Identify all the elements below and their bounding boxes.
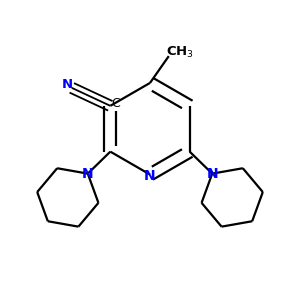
Text: C: C — [111, 97, 120, 110]
Text: N: N — [61, 78, 72, 91]
Text: N: N — [206, 167, 218, 181]
Text: N: N — [82, 167, 94, 181]
Text: CH$_3$: CH$_3$ — [166, 45, 194, 60]
Text: N: N — [144, 169, 156, 183]
